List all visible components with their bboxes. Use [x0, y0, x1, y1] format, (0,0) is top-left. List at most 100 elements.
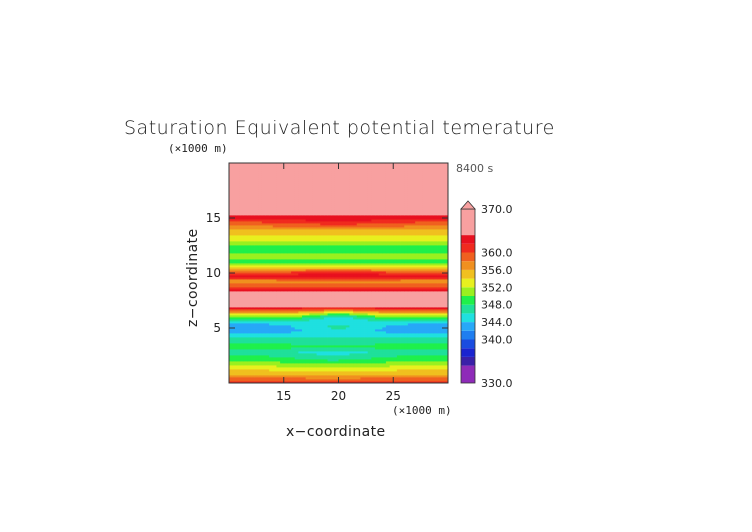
heatmap-cell — [426, 221, 431, 224]
heatmap-cell — [393, 287, 398, 290]
heatmap-cell — [422, 237, 427, 240]
heatmap-cell — [440, 249, 445, 252]
heatmap-cell — [349, 309, 354, 312]
heatmap-cell — [437, 323, 442, 326]
heatmap-cell — [283, 221, 288, 224]
heatmap-cell — [327, 283, 332, 286]
heatmap-cell — [236, 289, 241, 292]
heatmap-cell — [287, 341, 292, 344]
heatmap-cell — [353, 289, 358, 292]
heatmap-cell — [353, 351, 358, 354]
heatmap-cell — [440, 299, 445, 302]
heatmap-cell — [385, 357, 390, 360]
heatmap-cell — [429, 275, 434, 278]
heatmap-cell — [444, 239, 449, 242]
heatmap-cell — [411, 253, 416, 256]
heatmap-cell — [396, 343, 401, 346]
heatmap-cell — [331, 357, 336, 360]
heatmap-cell — [294, 233, 299, 236]
heatmap-cell — [364, 239, 369, 242]
heatmap-cell — [316, 321, 321, 324]
heatmap-cell — [360, 245, 365, 248]
heatmap-cell — [291, 339, 296, 342]
heatmap-cell — [298, 279, 303, 282]
heatmap-cell — [320, 375, 325, 378]
heatmap-cell — [389, 231, 394, 234]
heatmap-cell — [356, 223, 361, 226]
heatmap-cell — [393, 301, 398, 304]
heatmap-cell — [243, 221, 248, 224]
heatmap-cell — [375, 311, 380, 314]
heatmap-cell — [323, 297, 328, 300]
heatmap-cell — [407, 233, 412, 236]
heatmap-cell — [342, 257, 347, 260]
heatmap-cell — [411, 337, 416, 340]
heatmap-cell — [396, 357, 401, 360]
heatmap-cell — [265, 321, 270, 324]
heatmap-cell — [323, 239, 328, 242]
heatmap-cell — [345, 371, 350, 374]
heatmap-cell — [312, 231, 317, 234]
heatmap-cell — [393, 275, 398, 278]
heatmap-cell — [404, 259, 409, 262]
heatmap-cell — [345, 291, 350, 294]
heatmap-cell — [316, 233, 321, 236]
heatmap-cell — [291, 285, 296, 288]
heatmap-cell — [250, 243, 255, 246]
heatmap-cell — [433, 309, 438, 312]
heatmap-cell — [418, 267, 423, 270]
heatmap-cell — [426, 335, 431, 338]
heatmap-cell — [258, 235, 263, 238]
heatmap-cell — [239, 237, 244, 240]
heatmap-cell — [407, 363, 412, 366]
heatmap-cell — [338, 319, 343, 322]
heatmap-cell — [407, 351, 412, 354]
heatmap-cell — [396, 361, 401, 364]
heatmap-cell — [309, 249, 314, 252]
heatmap-cell — [371, 369, 376, 372]
heatmap-cell — [309, 375, 314, 378]
heatmap-cell — [305, 289, 310, 292]
heatmap-cell — [236, 357, 241, 360]
heatmap-cell — [302, 375, 307, 378]
heatmap-cell — [342, 377, 347, 380]
heatmap-cell — [331, 353, 336, 356]
heatmap-cell — [382, 375, 387, 378]
heatmap-cell — [422, 347, 427, 350]
heatmap-cell — [309, 293, 314, 296]
heatmap-cell — [404, 303, 409, 306]
heatmap-cell — [331, 259, 336, 262]
heatmap-cell — [320, 257, 325, 260]
heatmap-cell — [327, 361, 332, 364]
heatmap-cell — [229, 361, 234, 364]
heatmap-cell — [422, 369, 427, 372]
heatmap-cell — [411, 299, 416, 302]
heatmap-cell — [356, 345, 361, 348]
heatmap-cell — [312, 223, 317, 226]
heatmap-cell — [367, 283, 372, 286]
heatmap-cell — [254, 291, 259, 294]
heatmap-cell — [400, 243, 405, 246]
heatmap-cell — [280, 261, 285, 264]
heatmap-cell — [291, 311, 296, 314]
heatmap-cell — [338, 269, 343, 272]
heatmap-cell — [349, 351, 354, 354]
heatmap-cell — [375, 339, 380, 342]
heatmap-cell — [433, 369, 438, 372]
heatmap-cell — [298, 251, 303, 254]
heatmap-cell — [258, 299, 263, 302]
heatmap-cell — [433, 347, 438, 350]
heatmap-cell — [250, 255, 255, 258]
heatmap-cell — [400, 317, 405, 320]
heatmap-cell — [287, 349, 292, 352]
heatmap-cell — [338, 233, 343, 236]
heatmap-cell — [312, 243, 317, 246]
heatmap-cell — [375, 377, 380, 380]
heatmap-cell — [269, 317, 274, 320]
heatmap-cell — [331, 311, 336, 314]
heatmap-cell — [367, 271, 372, 274]
heatmap-cell — [334, 345, 339, 348]
heatmap-cell — [404, 305, 409, 308]
heatmap-cell — [411, 243, 416, 246]
heatmap-cell — [364, 265, 369, 268]
